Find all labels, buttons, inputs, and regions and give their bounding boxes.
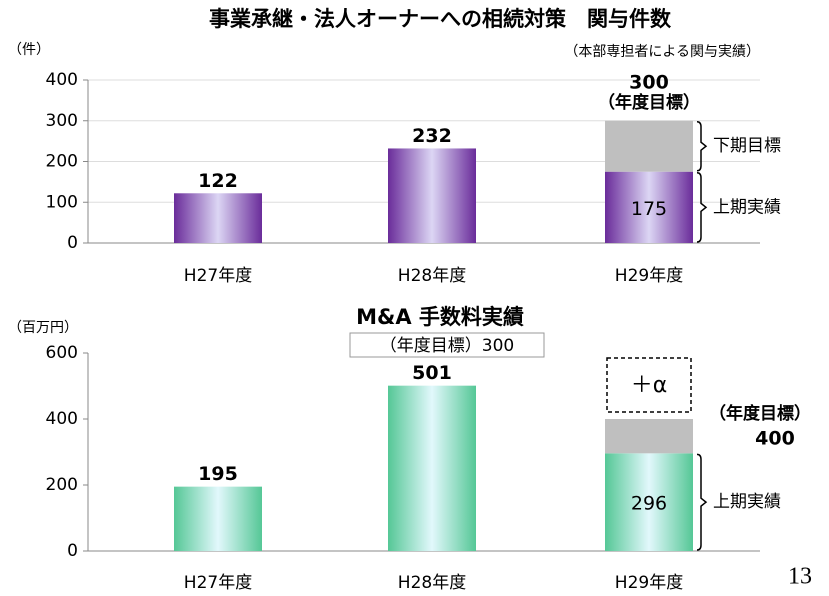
data-label: 296 [631, 493, 667, 515]
annotation-box [349, 332, 545, 358]
data-label: 232 [412, 125, 452, 147]
page-number: 13 [788, 564, 812, 590]
bar-segment [605, 120, 693, 172]
data-label: 122 [198, 170, 238, 192]
x-tick-label: H28年度 [398, 573, 466, 593]
bar-segment [388, 385, 476, 551]
y-tick-label: 200 [46, 475, 78, 495]
bar-segment [605, 419, 693, 454]
y-tick-label: 100 [46, 192, 78, 212]
data-label: 175 [631, 198, 667, 220]
bracket-label: 下期目標 [713, 136, 781, 156]
x-tick-label: H28年度 [398, 266, 466, 286]
x-tick-label: H29年度 [615, 266, 683, 286]
data-label: 501 [412, 362, 452, 384]
x-tick-label: H29年度 [615, 573, 683, 593]
bar-segment [174, 486, 262, 551]
bar-segment [605, 453, 693, 551]
y-tick-label: 0 [67, 233, 78, 253]
bracket-label: 上期実績 [713, 197, 781, 217]
target-value: 400 [755, 428, 795, 450]
x-tick-label: H27年度 [184, 266, 252, 286]
y-tick-label: 200 [46, 152, 78, 172]
chart-title: 事業承継・法人オーナーへの相続対策 関与件数 [209, 7, 672, 31]
y-axis-label: （百万円） [8, 320, 78, 336]
annotation: （年度目標）300 [380, 336, 514, 356]
data-label: 195 [198, 463, 238, 485]
bar-segment [388, 148, 476, 243]
bracket-label: 上期実績 [713, 492, 781, 512]
annotation-box [606, 357, 692, 413]
y-axis-label: （件） [8, 42, 50, 58]
bar-segment [174, 193, 262, 243]
bar-segment [605, 171, 693, 243]
target-value: 300 [629, 71, 669, 93]
y-tick-label: 600 [46, 343, 78, 363]
target-label: （年度目標） [709, 403, 811, 424]
y-tick-label: 300 [46, 111, 78, 131]
y-tick-label: 400 [46, 70, 78, 90]
bracket [696, 121, 708, 172]
bracket [696, 171, 708, 243]
target-label: （年度目標） [598, 92, 700, 113]
y-tick-label: 400 [46, 409, 78, 429]
chart-subtitle: （本部専担者による関与実績） [564, 44, 760, 60]
annotation: ＋α [631, 373, 668, 398]
chart-title: M&A 手数料実績 [356, 305, 524, 329]
bracket [696, 453, 708, 551]
y-tick-label: 0 [67, 541, 78, 561]
x-tick-label: H27年度 [184, 573, 252, 593]
